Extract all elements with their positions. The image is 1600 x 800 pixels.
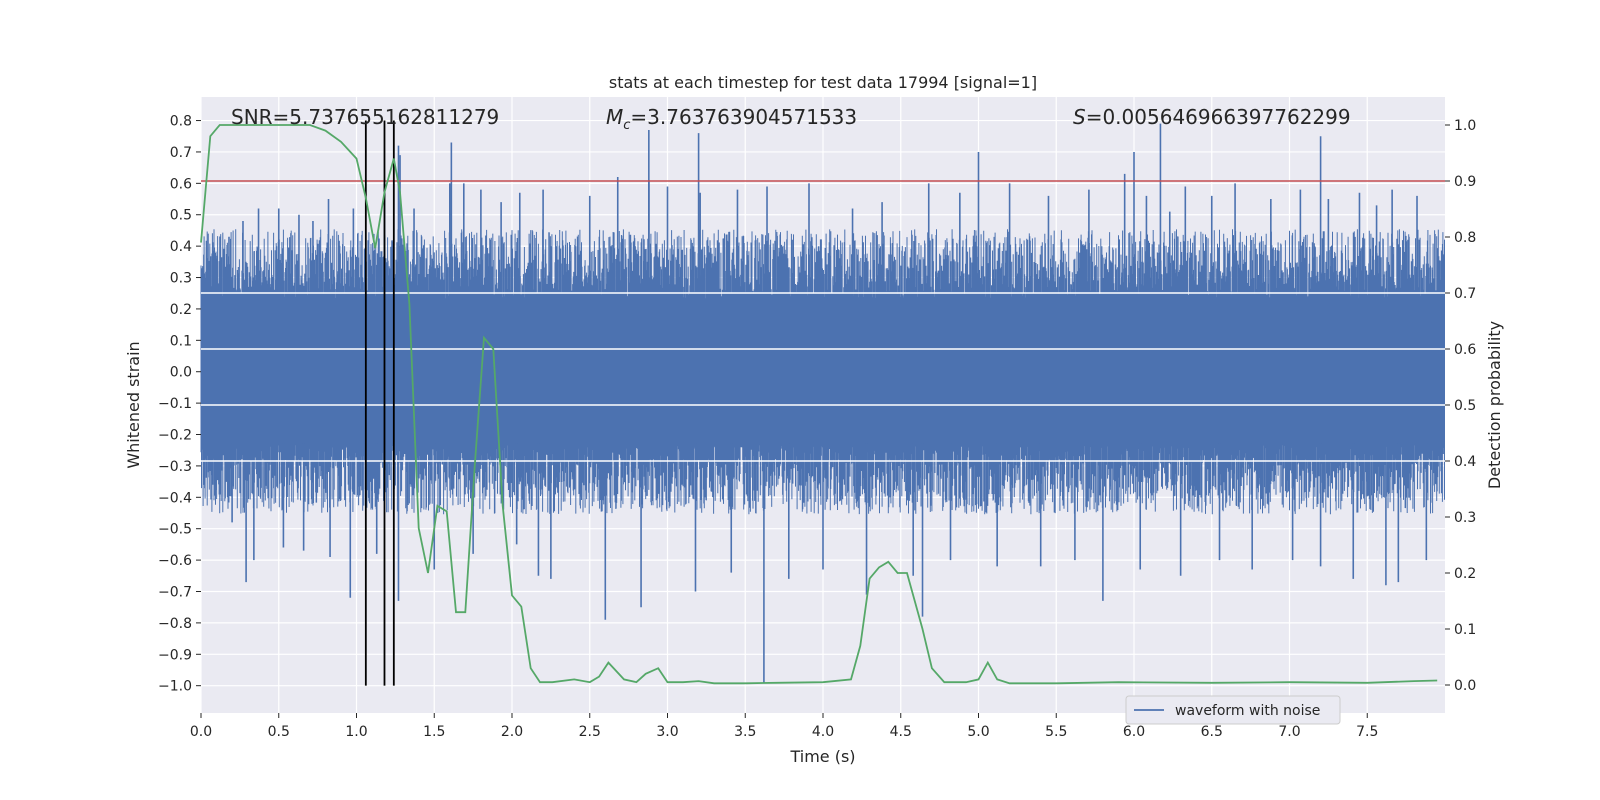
y-left-tick-label: −0.4 [158, 490, 192, 506]
x-tick-label: 4.0 [812, 724, 834, 740]
y-left-tick-label: −0.8 [158, 616, 192, 632]
x-tick-label: 7.0 [1278, 724, 1300, 740]
x-tick-label: 6.5 [1201, 724, 1223, 740]
chirp-mass-symbol: M [606, 105, 623, 129]
chirp-mass-subscript: c [623, 118, 630, 133]
y-right-tick-label: 0.5 [1454, 398, 1476, 414]
x-axis-label: Time (s) [789, 747, 855, 766]
y-right-tick-label: 0.1 [1454, 622, 1476, 638]
y-left-tick-label: −1.0 [158, 679, 192, 695]
detection-probability-line [200, 124, 1438, 685]
s-value: =0.005646966397762299 [1086, 105, 1351, 129]
legend: waveform with noise [1125, 695, 1341, 725]
x-tick-label: 1.5 [423, 724, 445, 740]
waveform-series [200, 123, 1445, 683]
y-axis-left-label: Whitened strain [124, 341, 143, 468]
y-right-tick-label: 1.0 [1454, 118, 1476, 134]
s-annotation: S=0.005646966397762299 [1073, 105, 1351, 129]
y-left-tick-label: −0.3 [158, 459, 192, 475]
x-tick-label: 2.5 [579, 724, 601, 740]
y-right-tick-label: 0.7 [1454, 286, 1476, 302]
y-left-tick-label: −0.5 [158, 522, 192, 538]
y-left-tick-label: 0.0 [170, 365, 192, 381]
chirp-mass-value: =3.763763904571533 [630, 105, 857, 129]
legend-box [1125, 695, 1341, 725]
y-right-tick-label: 0.8 [1454, 230, 1476, 246]
x-tick-label: 5.5 [1045, 724, 1067, 740]
x-tick-label: 6.0 [1123, 724, 1145, 740]
x-tick-label: 4.5 [890, 724, 912, 740]
y-right-tick-label: 0.9 [1454, 174, 1476, 190]
x-tick-label: 2.0 [501, 724, 523, 740]
y-right-tick-label: 0.6 [1454, 342, 1476, 358]
y-left-tick-label: 0.1 [170, 333, 192, 349]
y-left-tick-label: −0.2 [158, 428, 192, 444]
y-left-tick-label: 0.3 [170, 271, 192, 287]
y-axis-right-label: Detection probability [1485, 321, 1504, 489]
y-left-tick-label: 0.5 [170, 208, 192, 224]
x-tick-label: 3.5 [734, 724, 756, 740]
chart-title: stats at each timestep for test data 179… [609, 73, 1037, 92]
y-left-tick-label: 0.4 [170, 239, 192, 255]
x-tick-label: 5.0 [967, 724, 989, 740]
y-left-tick-label: −0.9 [158, 647, 192, 663]
s-symbol: S [1073, 105, 1086, 129]
y-left-tick-label: 0.8 [170, 114, 192, 130]
y-left-tick-label: −0.1 [158, 396, 192, 412]
y-left-tick-label: −0.7 [158, 584, 192, 600]
y-left-tick-label: −0.6 [158, 553, 192, 569]
x-tick-label: 0.0 [190, 724, 212, 740]
overlay-lines [201, 120, 1445, 686]
y-right-tick-label: 0.3 [1454, 510, 1476, 526]
y-right-tick-label: 0.2 [1454, 566, 1476, 582]
probability-series [200, 124, 1438, 685]
x-tick-label: 0.5 [268, 724, 290, 740]
y-left-tick-label: 0.2 [170, 302, 192, 318]
snr-annotation: SNR=5.737655162811279 [231, 105, 499, 129]
x-tick-label: 7.5 [1356, 724, 1378, 740]
chirp-mass-annotation: Mc=3.763763904571533 [606, 105, 857, 133]
y-left-tick-label: 0.6 [170, 176, 192, 192]
y-right-tick-label: 0.0 [1454, 678, 1476, 694]
legend-label: waveform with noise [1175, 703, 1320, 719]
x-tick-label: 3.0 [656, 724, 678, 740]
axes: 0.0 0.5 1.0 1.5 2.0 2.5 3.0 3.5 4.0 4.5 5.0 5.5 6.0 6… [158, 114, 1476, 740]
x-tick-label: 1.0 [345, 724, 367, 740]
y-left-tick-label: 0.7 [170, 145, 192, 161]
y-right-tick-label: 0.4 [1454, 454, 1476, 470]
